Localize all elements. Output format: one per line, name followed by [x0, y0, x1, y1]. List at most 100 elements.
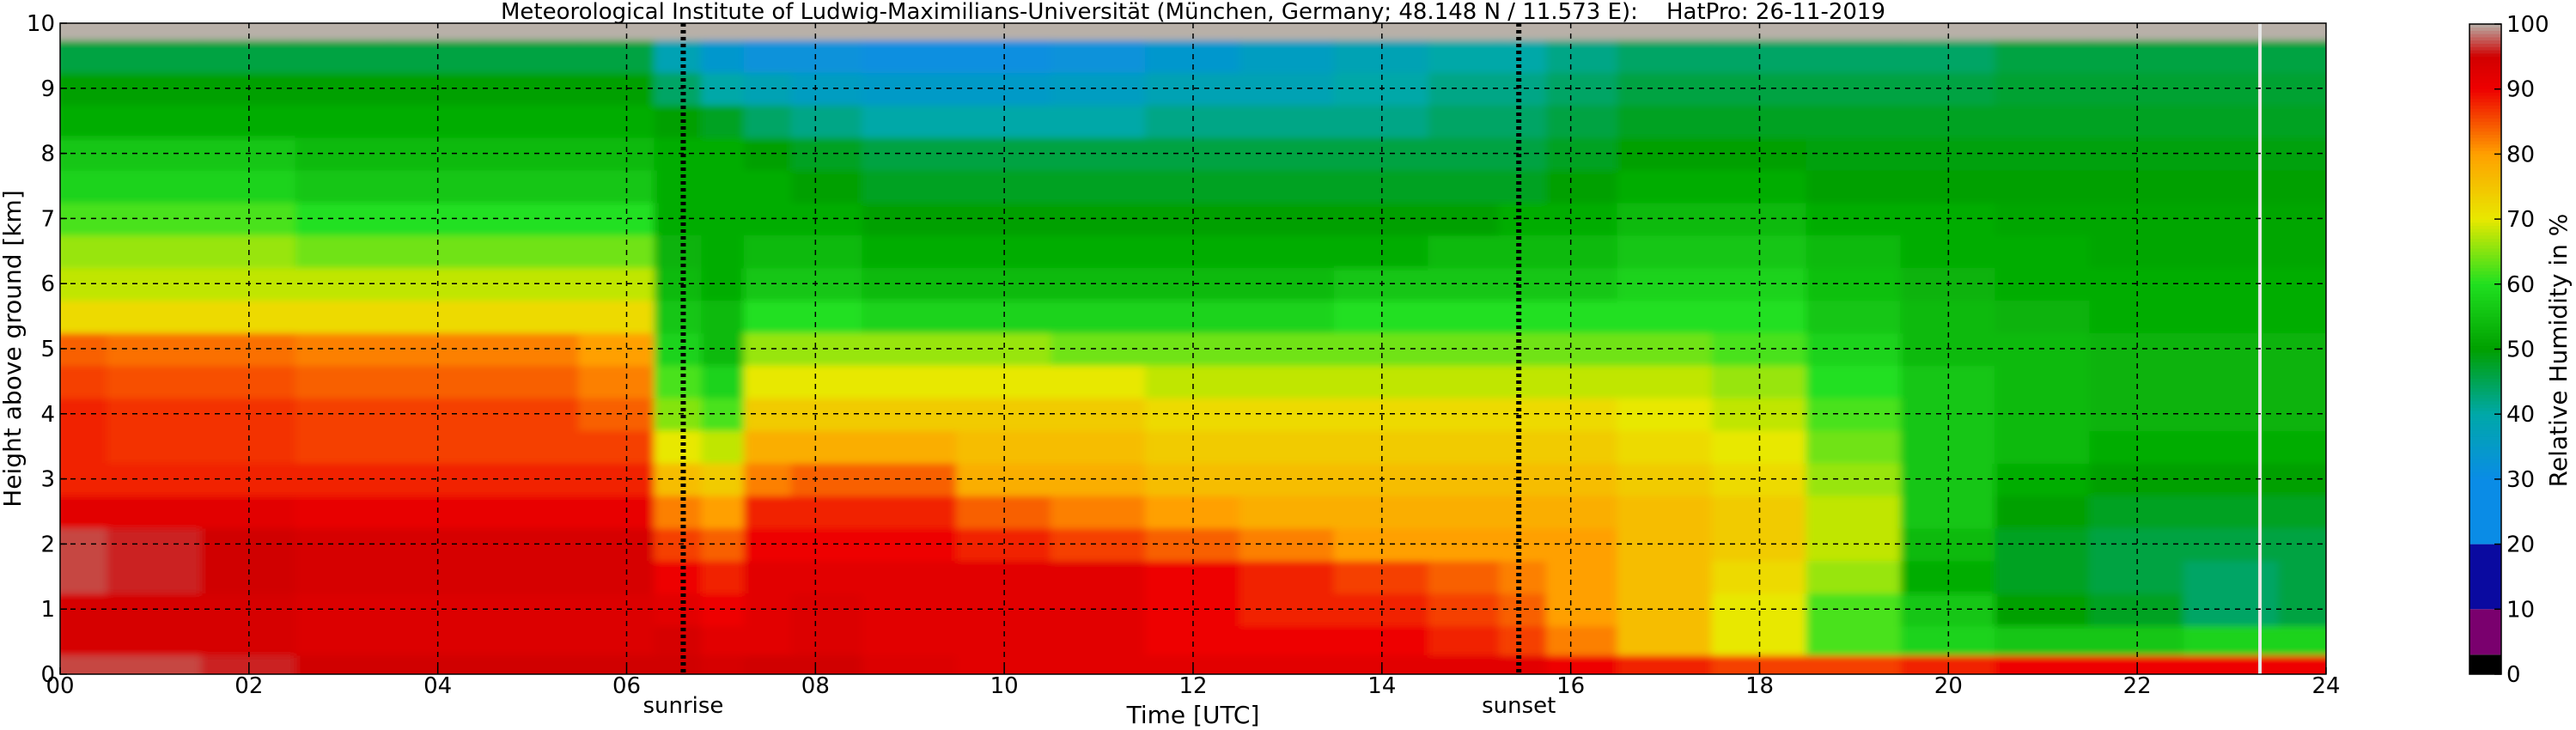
heatmap-cell [578, 429, 656, 464]
colorbar-segment [2469, 218, 2501, 223]
heatmap-cell [1145, 363, 1241, 398]
colorbar-segment [2469, 365, 2501, 369]
colorbar-segment [2469, 156, 2501, 161]
x-tick-label: 18 [1745, 673, 1774, 699]
colorbar-segment [2469, 407, 2501, 411]
colorbar-segment [2469, 245, 2501, 249]
heatmap-cell [1711, 559, 1808, 594]
heatmap-cell [1499, 429, 1549, 464]
y-tick-label: 6 [40, 271, 55, 297]
colorbar-tick-label: 40 [2506, 402, 2535, 428]
colorbar-segment [2469, 52, 2501, 58]
heatmap-cell [2278, 332, 2326, 366]
heatmap-cell [1145, 23, 1241, 40]
colorbar-segment [2469, 342, 2501, 347]
colorbar-segment [2469, 391, 2501, 395]
colorbar-segment [2469, 261, 2501, 265]
colorbar-segment [2469, 283, 2501, 288]
colorbar-segment [2469, 258, 2501, 262]
colorbar-segment [2469, 394, 2501, 398]
heatmap-cell [2278, 168, 2326, 204]
heatmap-cell [1050, 103, 1148, 138]
colorbar-segment [2469, 147, 2501, 151]
colorbar-segment [2469, 362, 2501, 366]
heatmap-cell [1546, 654, 1619, 674]
heatmap-cell [1050, 494, 1148, 529]
heatmap-cell [1900, 23, 1997, 40]
heatmap-cell [1428, 429, 1501, 464]
heatmap-cell [743, 654, 793, 674]
y-tick-label: 3 [40, 467, 55, 493]
heatmap-cell [1900, 363, 1997, 398]
heatmap-cell [2183, 592, 2281, 627]
colorbar-segment [2469, 111, 2501, 116]
heatmap-cell [484, 332, 581, 366]
colorbar-tick-label: 100 [2506, 12, 2549, 38]
y-tick-label: 4 [40, 402, 55, 428]
heatmap-cell [2089, 168, 2186, 204]
heatmap-cell [484, 654, 581, 674]
x-tick-label: 16 [1556, 673, 1585, 699]
colorbar-segment [2469, 475, 2501, 480]
heatmap-cell [1050, 624, 1148, 656]
heatmap-cell [1711, 136, 1808, 171]
heatmap-cell [1546, 624, 1619, 656]
heatmap-cell [484, 299, 581, 334]
heatmap-cell [60, 23, 108, 40]
colorbar-segment [2469, 140, 2501, 145]
heatmap-cell [484, 624, 581, 656]
colorbar-segment [2469, 274, 2501, 278]
colorbar-segment [2469, 231, 2501, 236]
heatmap-cell [1994, 168, 2092, 204]
heatmap-cell [1994, 299, 2092, 334]
heatmap-cell [1617, 559, 1714, 594]
colorbar-ticks: 0 10 20 30 40 50 60 70 80 90 100 [2494, 12, 2549, 688]
heatmap-cell [106, 234, 203, 269]
heatmap-cell [1050, 70, 1148, 106]
heatmap-cell [743, 299, 793, 334]
heatmap-cell [1050, 38, 1148, 73]
colorbar-segment [2469, 183, 2501, 187]
heatmap-cell [389, 23, 486, 40]
heatmap-cell [2183, 654, 2281, 674]
heatmap-cell [1239, 23, 1336, 40]
heatmap-cell [60, 363, 108, 398]
heatmap-cell [862, 654, 959, 674]
heatmap-cell [654, 559, 703, 594]
heatmap-cell [654, 429, 703, 464]
heatmap-cell [2278, 234, 2326, 269]
heatmap-cell [2183, 559, 2281, 594]
colorbar-segment [2469, 378, 2501, 382]
heatmap-cell [484, 429, 581, 464]
x-axis-ticks: 00 02 04 06 08 10 12 14 16 18 20 22 24 [46, 667, 2341, 699]
heatmap-cell [389, 363, 486, 398]
heatmap-cell [1994, 363, 2092, 398]
heatmap-cell [1239, 624, 1336, 656]
heatmap-cell [106, 168, 203, 204]
colorbar-segment [2469, 355, 2501, 360]
x-tick-label: 04 [423, 673, 452, 699]
colorbar-segment [2469, 332, 2501, 337]
heatmap-cell [743, 559, 793, 594]
heatmap-cell [1617, 654, 1714, 674]
heatmap-cell [1806, 559, 1903, 594]
heatmap-cell [1428, 559, 1501, 594]
heatmap-cell [1711, 168, 1808, 204]
heatmap-cell [1617, 266, 1714, 301]
heatmap-cell [106, 299, 203, 334]
heatmap-cell [1239, 363, 1336, 398]
colorbar-segment [2469, 351, 2501, 356]
heatmap-cell [1499, 559, 1549, 594]
heatmap-cell [106, 23, 203, 40]
colorbar-segment [2469, 63, 2501, 67]
heatmap-cell [1050, 461, 1148, 496]
heatmap-cell [2183, 38, 2281, 73]
heatmap-cell [862, 23, 959, 40]
heatmap-cell [60, 168, 108, 204]
colorbar-segment [2469, 478, 2501, 544]
heatmap-cell [1617, 201, 1714, 236]
heatmap-cell [2278, 396, 2326, 431]
heatmap-cell [654, 23, 703, 40]
heatmap-cell [743, 429, 793, 464]
heatmap-cell [1617, 332, 1714, 366]
